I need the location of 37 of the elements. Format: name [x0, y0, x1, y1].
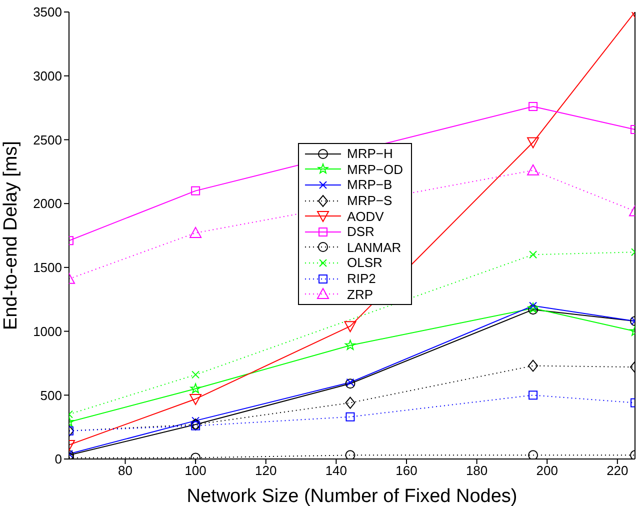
point [345, 396, 356, 409]
y-tick-label: 3500 [33, 4, 62, 20]
legend-label: MRP−OD [347, 162, 403, 177]
legend-label: MRP−S [347, 193, 392, 208]
x-axis-title: Network Size (Number of Fixed Nodes) [186, 486, 518, 506]
legend-label: MRP−B [347, 177, 392, 192]
x-tick-label: 180 [466, 463, 488, 478]
point [344, 340, 356, 350]
x-tick-label: 100 [184, 463, 206, 478]
x-tick-label: 120 [255, 463, 277, 478]
legend-label: OLSR [347, 255, 382, 270]
x-tick-label: 220 [606, 463, 628, 478]
point [190, 383, 201, 394]
y-tick-label: 2000 [33, 196, 62, 212]
legend-label: LANMAR [347, 240, 402, 255]
x-tick-label: 140 [325, 463, 348, 478]
y-tick-label: 500 [40, 388, 62, 403]
point [344, 321, 356, 332]
point [190, 394, 202, 405]
x-tick-label: 200 [536, 463, 558, 478]
y-tick-label: 0 [54, 452, 62, 467]
point [345, 378, 356, 389]
x-tick-label: 160 [396, 463, 418, 478]
legend-label: DSR [347, 224, 374, 240]
point [346, 378, 354, 386]
legend-label: RIP2 [347, 271, 376, 286]
y-tick-label: 3000 [33, 68, 62, 84]
legend-label: AODV [347, 208, 384, 224]
x-tick-label: 80 [118, 463, 132, 478]
y-axis-title: End-to-end Delay [ms] [0, 140, 22, 330]
point [346, 412, 355, 422]
y-tick-label: 1500 [33, 260, 62, 276]
point [345, 450, 356, 459]
y-tick-label: 2500 [33, 132, 62, 148]
legend-label: MRP−H [347, 146, 393, 162]
y-tick-label: 1000 [33, 324, 62, 339]
legend-label: ZRP [347, 286, 373, 302]
